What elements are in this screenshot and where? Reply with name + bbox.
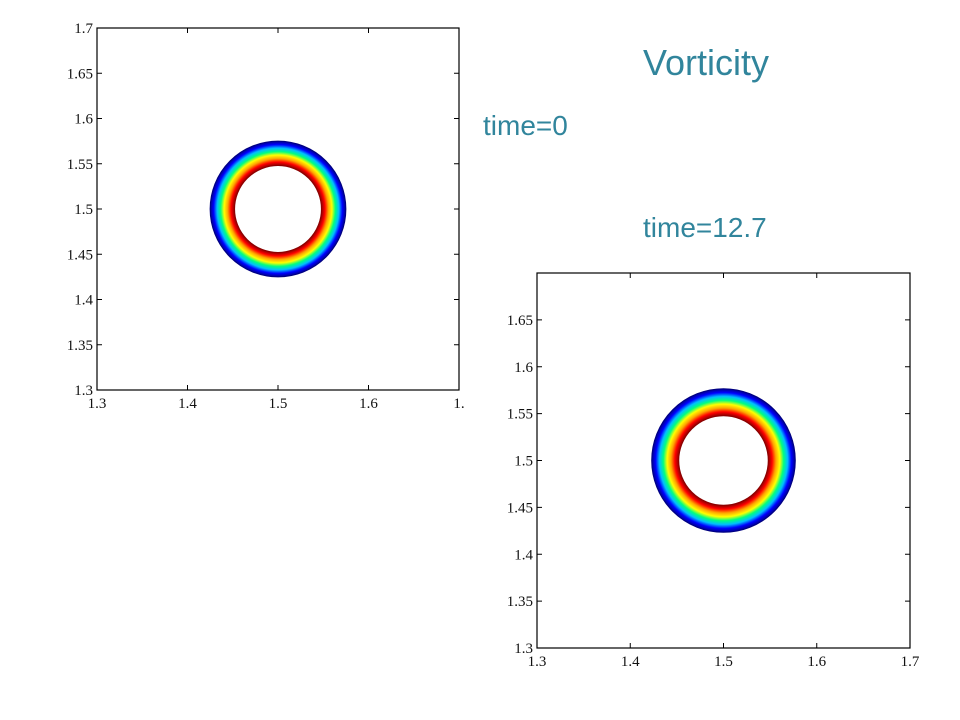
x-tick-label: 1.5 (269, 396, 288, 412)
y-tick-label: 1.35 (507, 594, 533, 610)
y-tick-label: 1.45 (507, 500, 533, 516)
y-tick-label: 1.4 (514, 547, 533, 563)
contour-plot-1: 1.3 1.4 1.5 1.6 1. 1.3 1.35 1.4 1.45 1.5 1.55 1.6 1.… (67, 21, 465, 412)
y-tick-label: 1.35 (67, 338, 93, 354)
y-tick-label: 1.3 (514, 641, 533, 657)
vortex-ring (210, 141, 346, 277)
plot2-caption: time=12.7 (643, 212, 767, 243)
y-tick-label: 1.65 (67, 66, 93, 82)
y-tick-label: 1.5 (514, 454, 533, 470)
x-tick-label: 1.7 (901, 654, 920, 670)
x-tick-label: 1.3 (528, 654, 547, 670)
y-tick-label: 1.65 (507, 313, 533, 329)
x-tick-label: 1.5 (714, 654, 733, 670)
x-tick-label: 1.4 (621, 654, 640, 670)
x-tick-label: 1.6 (359, 396, 378, 412)
y-tick-label: 1.3 (74, 383, 93, 399)
vortex-ring (651, 388, 796, 533)
x-tick-label: 1.6 (807, 654, 826, 670)
y-tick-label: 1.6 (514, 360, 533, 376)
outer-contour (209, 140, 347, 278)
y-tick-label: 1.45 (67, 247, 93, 263)
x-tick-label: 1. (453, 396, 464, 412)
inner-contour (678, 415, 769, 506)
plot1-caption: time=0 (483, 110, 568, 141)
y-tick-label: 1.4 (74, 293, 93, 309)
contour-plot-2: 1.3 1.4 1.5 1.6 1.7 1.3 1.35 1.4 1.45 1.5 1.55 1.6 1… (507, 272, 920, 670)
inner-contour (234, 165, 322, 253)
y-tick-label: 1.7 (74, 21, 93, 37)
y-tick-label: 1.6 (74, 112, 93, 128)
slide-title: Vorticity (643, 42, 770, 83)
y-tick-label: 1.55 (67, 157, 93, 173)
outer-contour (651, 388, 796, 533)
y-tick-label: 1.5 (74, 202, 93, 218)
y-tick-label: 1.55 (507, 407, 533, 423)
x-tick-label: 1.4 (178, 396, 197, 412)
x-tick-label: 1.3 (88, 396, 107, 412)
